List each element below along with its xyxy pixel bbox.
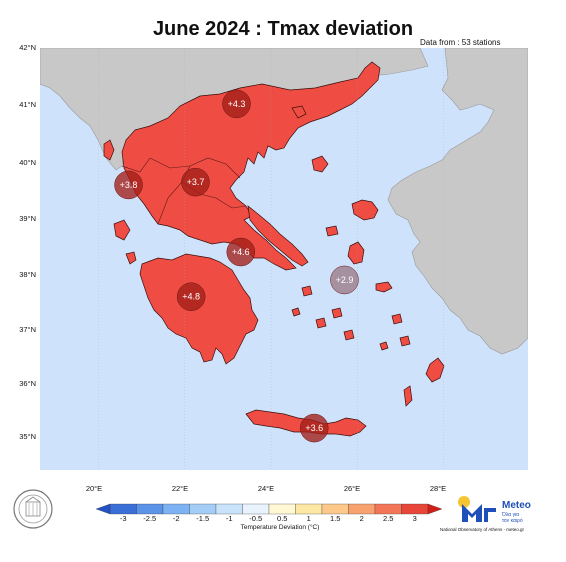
lon-label: 28°E [429, 484, 447, 493]
station-marker[interactable]: +4.6 [226, 237, 256, 267]
lat-label: 42°N [19, 43, 36, 52]
station-bubble [176, 282, 206, 311]
station-value-label: +3.8 [120, 180, 138, 190]
lat-label: 37°N [19, 325, 36, 334]
cyclades-island [315, 317, 327, 329]
graticule [98, 48, 444, 470]
station-bubble [114, 170, 143, 200]
evia-island [247, 205, 309, 267]
station-bubble [226, 237, 256, 267]
cyclades-island [301, 285, 313, 297]
cyclades-island [343, 329, 355, 341]
map-frame: +4.3 +3.8 +3.7 +4.6 +2.9 +4.8 +3.6 42°N 41°N 4… [19, 43, 528, 470]
colorbar-segment [109, 503, 137, 515]
station-marker[interactable]: +2.9 [330, 265, 359, 295]
map-title: June 2024 : Tmax deviation [152, 18, 414, 40]
station-marker[interactable]: +3.6 [299, 413, 329, 443]
observatory-seal-icon [13, 489, 53, 529]
lon-label: 26°E [343, 484, 361, 493]
lat-label: 35°N [19, 432, 36, 441]
kefalonia-island [113, 219, 131, 241]
thasos-island [291, 105, 307, 119]
station-value-label: +2.9 [336, 275, 354, 285]
lat-label: 39°N [19, 214, 36, 223]
station-bubble [330, 265, 359, 295]
station-bubble [181, 167, 210, 197]
lon-label: 22°E [171, 484, 189, 493]
lat-label: 36°N [19, 379, 36, 388]
lemnos-island [311, 155, 329, 173]
colorbar [96, 503, 442, 515]
station-value-label: +3.6 [305, 423, 323, 433]
station-value-label: +4.8 [182, 292, 200, 302]
station-markers: +4.3 +3.8 +3.7 +4.6 +2.9 +4.8 +3.6 [114, 89, 359, 443]
meteo-logo-icon [458, 496, 496, 522]
colorbar-tick-label: -1.5 [196, 514, 210, 523]
station-marker[interactable]: +3.8 [114, 170, 143, 200]
station-bubble [222, 89, 251, 119]
station-count: Data from : 53 stations [420, 38, 501, 47]
colorbar-segment [374, 503, 402, 515]
colorbar-tick-label: -2 [172, 514, 180, 523]
map-canvas: +4.3 +3.8 +3.7 +4.6 +2.9 +4.8 +3.6 [40, 48, 528, 470]
colorbar-tick-label: 1.5 [330, 514, 341, 523]
colorbar-tick-label: -2.5 [143, 514, 157, 523]
colorbar-tick-label: -1 [225, 514, 233, 523]
credit-text: National Observatory of Athens - meteo.g… [440, 527, 525, 532]
colorbar-min-arrow [96, 503, 111, 515]
station-value-label: +3.7 [187, 177, 205, 187]
colorbar-title: Temperature Deviation (°C) [240, 524, 320, 531]
meteo-logo-text: Meteo [502, 500, 531, 511]
colorbar-segment [189, 503, 217, 515]
colorbar-segment [401, 503, 429, 515]
dodecanese-island [399, 335, 411, 347]
dodecanese-island [391, 313, 403, 325]
zakynthos-island [125, 251, 137, 265]
chios-island [347, 241, 365, 265]
samos-island [375, 281, 393, 293]
colorbar-segment [348, 503, 376, 515]
station-bubble [299, 413, 329, 443]
rhodes-island [425, 357, 445, 383]
lon-label: 20°E [85, 484, 103, 493]
station-marker[interactable]: +4.3 [222, 89, 251, 119]
cyclades-island [291, 307, 301, 317]
lon-label: 24°E [257, 484, 275, 493]
colorbar-segment [321, 503, 349, 515]
colorbar-segment [295, 503, 323, 515]
peloponnese [139, 253, 259, 365]
greece-mainland [121, 61, 381, 271]
colorbar-tick-label: 1 [306, 514, 311, 523]
station-value-label: +4.6 [232, 247, 250, 257]
station-value-label: +4.3 [228, 99, 246, 109]
colorbar-tick-label: 3 [412, 514, 417, 523]
station-marker[interactable]: +3.7 [181, 167, 210, 197]
colorbar-tick-label: -0.5 [249, 514, 263, 523]
colorbar-tick-label: -3 [119, 514, 127, 523]
colorbar-tick-label: 2 [359, 514, 364, 523]
lat-label: 38°N [19, 270, 36, 279]
colorbar-max-arrow [427, 503, 442, 515]
colorbar-segment [215, 503, 243, 515]
lat-label: 41°N [19, 100, 36, 109]
dodecanese-island [379, 341, 389, 351]
station-marker[interactable]: +4.8 [176, 282, 206, 311]
colorbar-tick-label: 2.5 [383, 514, 394, 523]
colorbar-segment [242, 503, 270, 515]
colorbar-segment [268, 503, 296, 515]
lesvos-island [351, 199, 379, 221]
cyclades-island [331, 307, 343, 319]
corfu-island [103, 139, 115, 161]
skyros-island [325, 225, 339, 237]
neighbor-turkey [387, 48, 528, 355]
colorbar-segment [162, 503, 190, 515]
meteo-tagline: Όλα για [502, 512, 520, 518]
colorbar-tick-label: 0.5 [277, 514, 288, 523]
karpathos-island [403, 385, 413, 407]
colorbar-segment [136, 503, 164, 515]
meteo-tagline: τον καιρό [502, 518, 523, 524]
lat-label: 40°N [19, 158, 36, 167]
